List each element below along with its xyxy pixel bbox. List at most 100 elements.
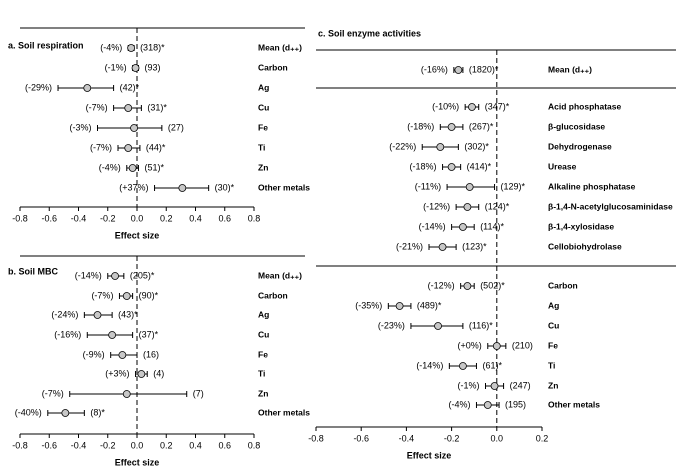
percent-label: (-4%) [99, 162, 121, 172]
n-label: (61)* [482, 360, 502, 370]
category-label: Other metals [258, 182, 310, 192]
n-label: (502)* [480, 280, 505, 290]
percent-label: (-21%) [396, 241, 423, 251]
x-tick-label: -0.4 [71, 440, 87, 450]
x-tick-label: 0.2 [160, 440, 173, 450]
x-axis-label: Effect size [115, 230, 160, 240]
n-label: (205)* [130, 270, 155, 280]
effect-point [458, 223, 467, 231]
x-tick-label: 0.8 [248, 213, 261, 223]
percent-label: (-16%) [54, 329, 81, 339]
n-label: (302)* [464, 141, 489, 151]
effect-point [454, 66, 463, 74]
n-label: (27) [168, 122, 184, 132]
percent-label: (+3%) [105, 368, 129, 378]
n-label: (116)* [469, 320, 493, 330]
x-tick-label: -0.8 [12, 213, 28, 223]
effect-point [128, 164, 137, 172]
n-label: (44)* [146, 142, 166, 152]
effect-point [436, 143, 445, 151]
n-label: (51)* [144, 162, 164, 172]
category-label: Dehydrogenase [548, 141, 612, 151]
x-tick-label: 0.4 [189, 213, 202, 223]
effect-point [438, 243, 447, 251]
effect-point [463, 203, 472, 211]
x-axis-label: Effect size [115, 457, 160, 467]
n-label: (210) [512, 340, 533, 350]
n-label: (16) [143, 349, 159, 359]
x-tick-label: 0.2 [536, 433, 549, 443]
category-label: Carbon [258, 290, 288, 300]
percent-label: (+37%) [119, 182, 148, 192]
category-label: β-1,4-N-acetylglucosaminidase [548, 201, 673, 211]
n-label: (114)* [480, 221, 504, 231]
effect-point [124, 104, 133, 112]
effect-point [458, 362, 467, 370]
category-label: β-glucosidase [548, 121, 605, 131]
x-tick-label: -0.4 [71, 213, 87, 223]
percent-label: (-14%) [419, 221, 446, 231]
percent-label: (-1%) [458, 380, 480, 390]
effect-point [111, 272, 119, 280]
percent-label: (-18%) [410, 161, 437, 171]
x-tick-label: 0.6 [218, 213, 231, 223]
category-label: Ag [258, 309, 269, 319]
percent-label: (-23%) [378, 320, 405, 330]
effect-point [93, 311, 102, 319]
effect-point [492, 342, 501, 350]
x-tick-label: 0.0 [491, 433, 504, 443]
category-label: Ag [258, 82, 269, 92]
percent-label: (-22%) [389, 141, 416, 151]
x-tick-label: -0.6 [41, 213, 57, 223]
percent-label: (-11%) [415, 181, 441, 191]
category-label: Ag [548, 300, 559, 310]
category-label: Fe [548, 340, 558, 350]
percent-label: (-14%) [416, 360, 443, 370]
effect-point [130, 124, 138, 132]
effect-point [122, 292, 131, 300]
category-label: Cu [258, 102, 269, 112]
percent-label: (-7%) [42, 388, 64, 398]
x-tick-label: -0.2 [100, 440, 116, 450]
panel-title: a. Soil respiration [8, 40, 84, 50]
percent-label: (-1%) [105, 62, 127, 72]
x-tick-label: 0.0 [131, 440, 144, 450]
x-tick-label: 0.8 [248, 440, 261, 450]
percent-label: (+0%) [457, 340, 481, 350]
n-label: (43)* [118, 309, 138, 319]
category-label: Mean (d₊₊) [258, 42, 302, 52]
panel-title: b. Soil MBC [8, 266, 58, 276]
x-tick-label: -0.6 [41, 440, 57, 450]
category-label: Carbon [258, 62, 288, 72]
category-label: Urease [548, 161, 577, 171]
category-label: Fe [258, 122, 268, 132]
x-tick-label: 0.4 [189, 440, 202, 450]
category-label: Other metals [258, 407, 310, 417]
category-label: Cu [548, 320, 559, 330]
percent-label: (-7%) [91, 290, 113, 300]
percent-label: (-18%) [407, 121, 434, 131]
effect-point [465, 183, 474, 191]
category-label: Ti [258, 142, 265, 152]
category-label: Acid phosphatase [548, 101, 621, 111]
percent-label: (-4%) [448, 399, 470, 409]
n-label: (31)* [147, 102, 167, 112]
x-tick-label: -0.8 [308, 433, 324, 443]
effect-point [122, 390, 131, 398]
effect-point [124, 144, 133, 152]
x-tick-label: 0.0 [131, 213, 144, 223]
n-label: (347)* [485, 101, 510, 111]
n-label: (7) [193, 388, 204, 398]
n-label: (4) [153, 368, 164, 378]
category-label: Ti [258, 368, 265, 378]
category-label: β-1,4-xylosidase [548, 221, 614, 231]
percent-label: (-3%) [70, 122, 92, 132]
category-label: Zn [258, 162, 268, 172]
category-label: Zn [548, 380, 558, 390]
category-label: Fe [258, 349, 268, 359]
x-tick-label: -0.4 [399, 433, 415, 443]
n-label: (90)* [139, 290, 159, 300]
effect-point [108, 331, 117, 339]
x-tick-label: -0.2 [100, 213, 116, 223]
category-label: Cellobiohydrolase [548, 241, 622, 251]
